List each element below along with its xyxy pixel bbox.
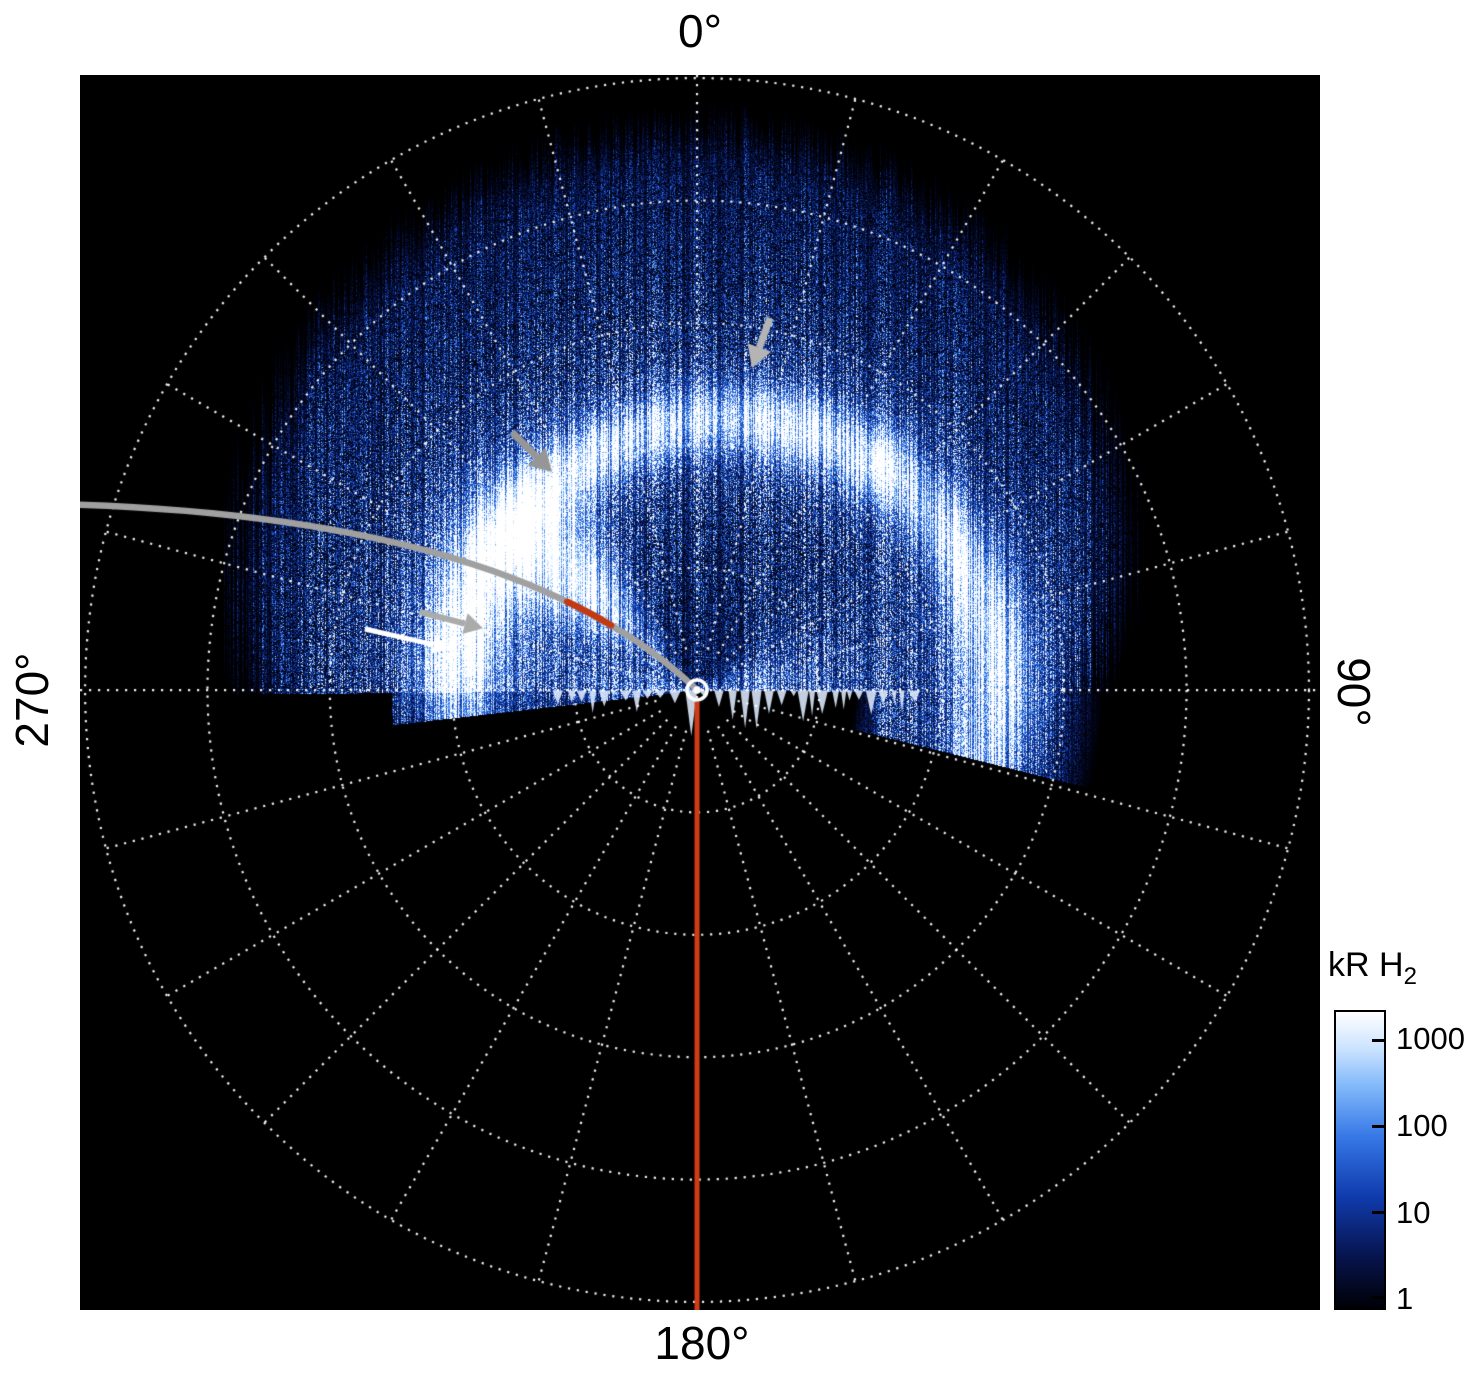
colorbar-tick-mark [1372,1124,1384,1128]
angle-label-90: 90° [1328,657,1380,727]
colorbar [1334,1010,1386,1310]
angle-label-0: 0° [678,5,722,57]
angle-label-180: 180° [654,1317,750,1369]
colorbar-tick-mark [1372,1039,1384,1043]
colorbar-tick-label: 100 [1396,1107,1448,1143]
colorbar-title-text: kR H [1328,946,1404,984]
colorbar-tick-label: 10 [1396,1194,1431,1230]
colorbar-tick-label: 1 [1396,1280,1414,1316]
colorbar-tick-mark [1372,1295,1384,1299]
colorbar-tick-label: 1000 [1396,1020,1465,1056]
angle-label-270: 270° [6,652,58,748]
colorbar-title: kR H2 [1328,946,1417,991]
colorbar-title-subscript: 2 [1403,962,1417,990]
polar-projection-canvas [80,75,1320,1310]
colorbar-tick-mark [1372,1210,1384,1214]
